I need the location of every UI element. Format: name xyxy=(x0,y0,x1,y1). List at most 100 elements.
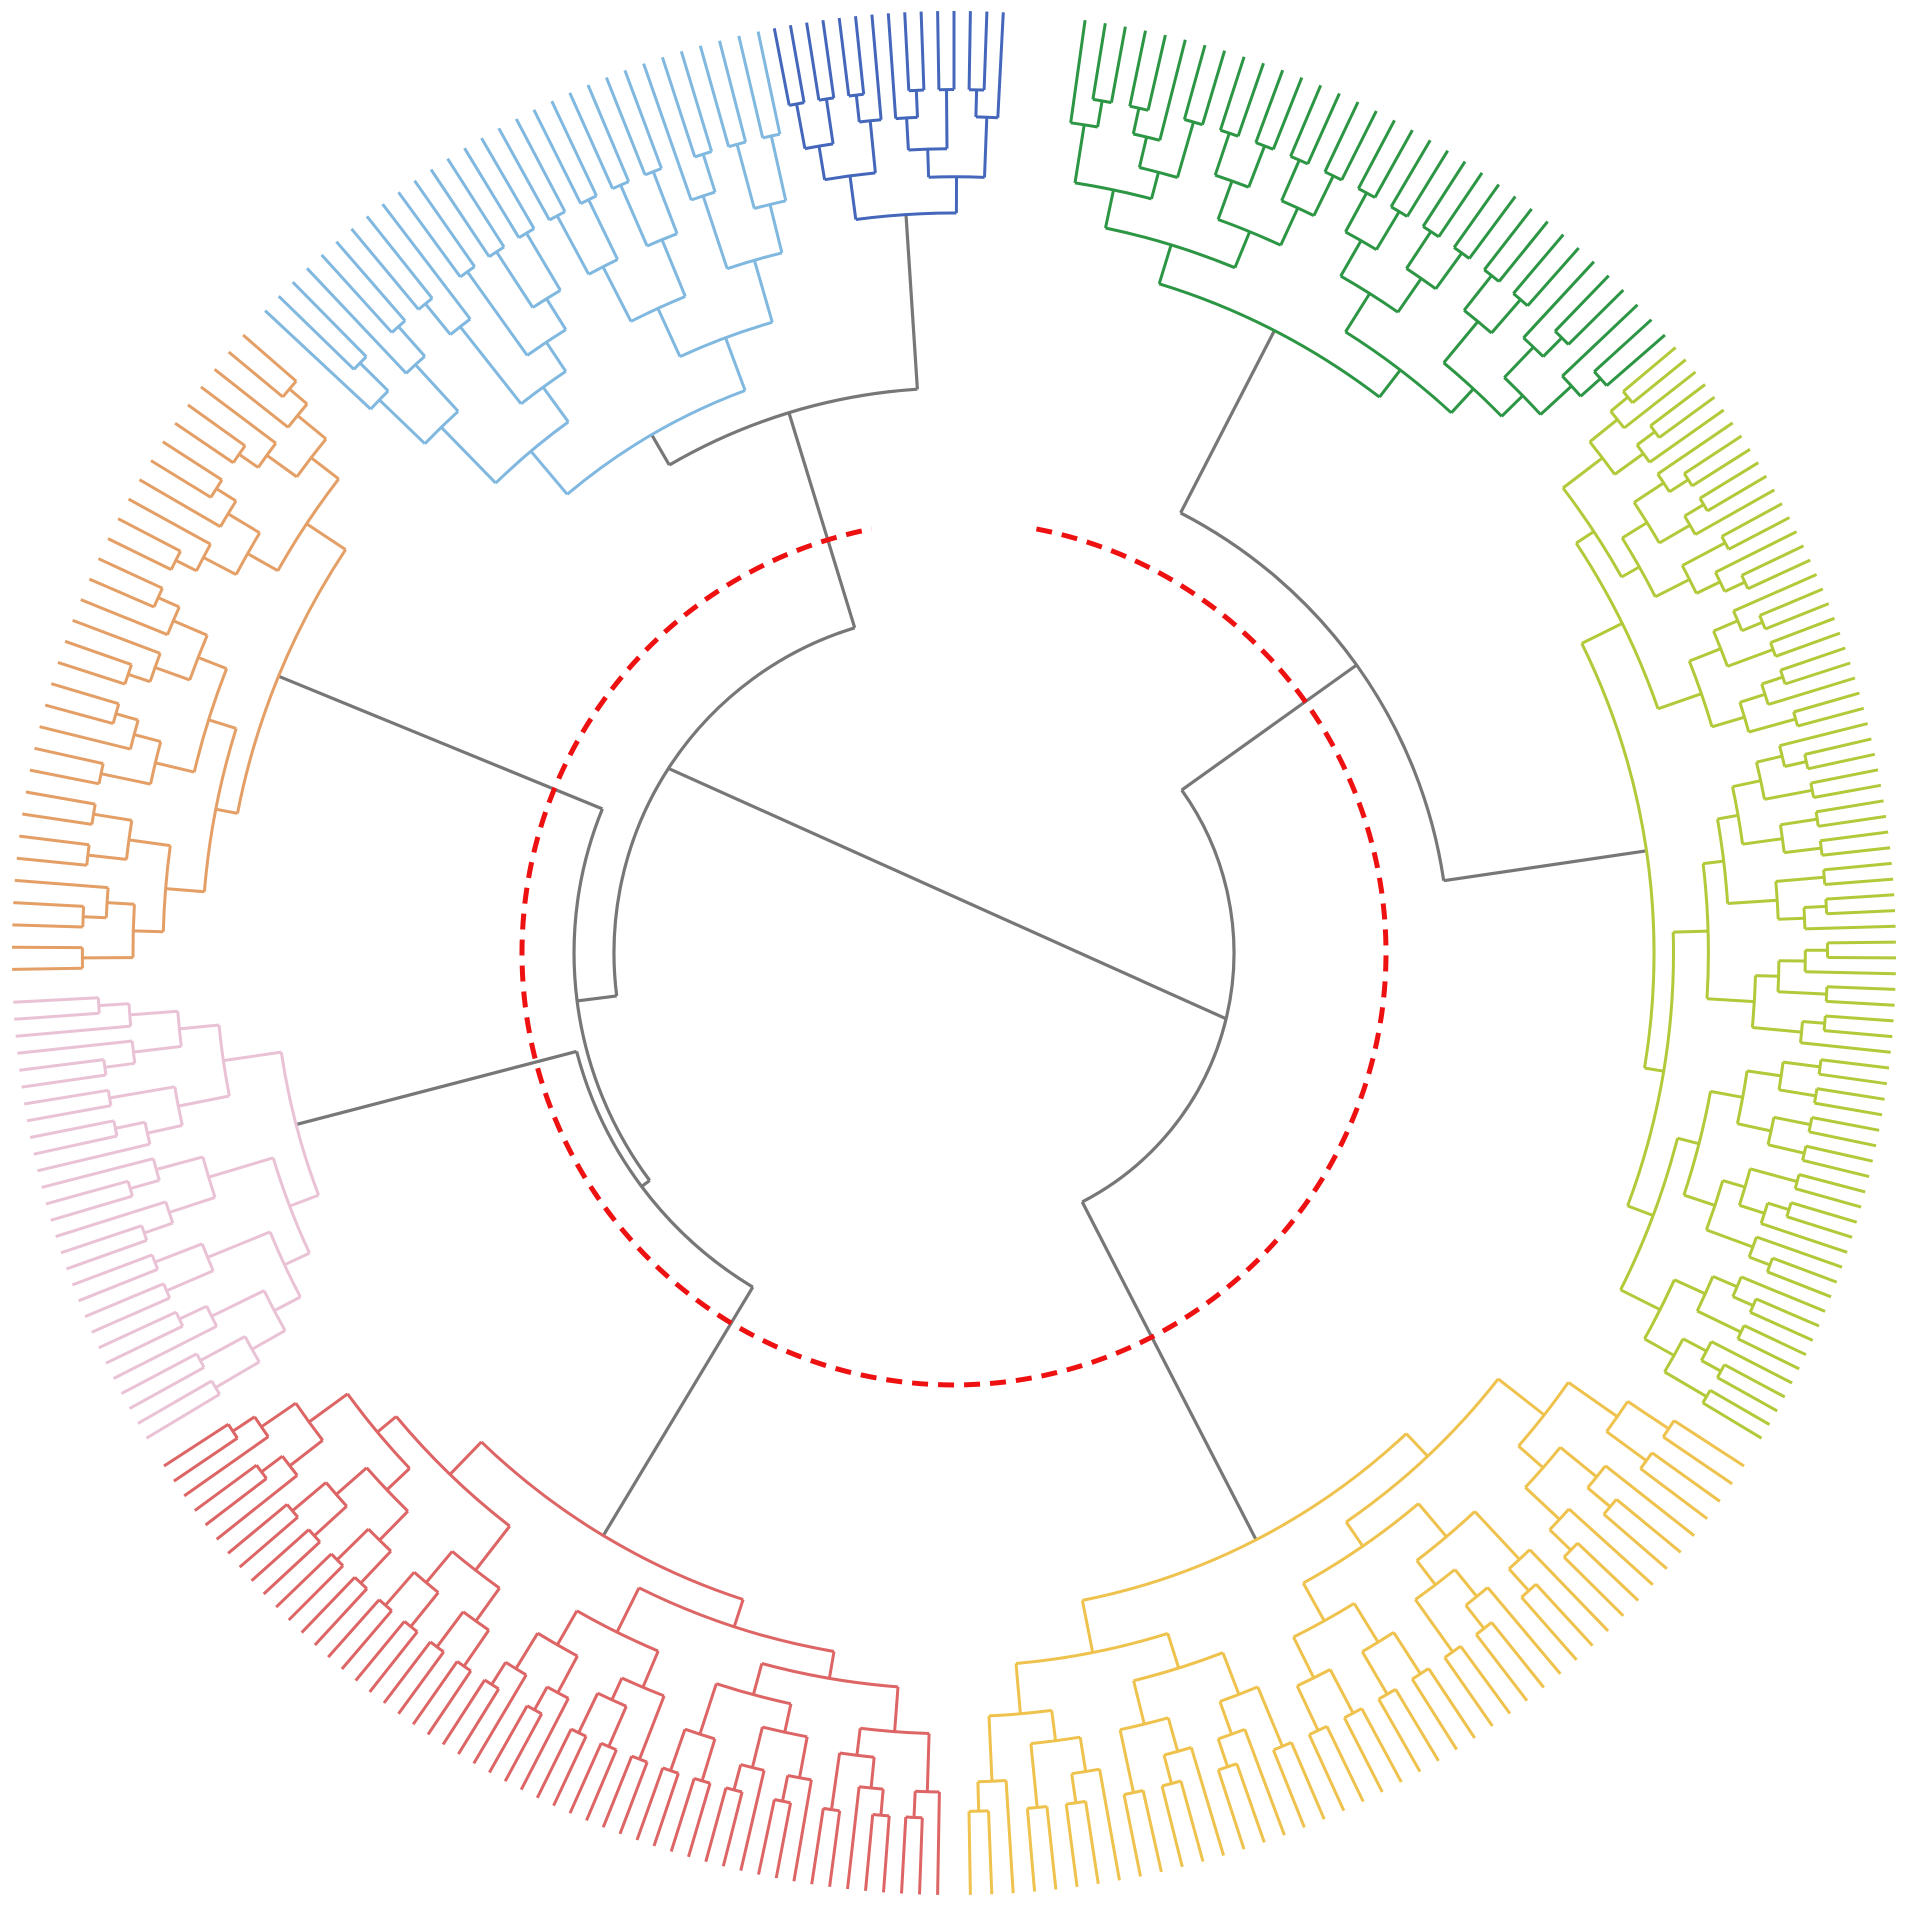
leaf-branch xyxy=(368,1630,419,1693)
cluster-branch xyxy=(545,341,568,373)
leaf-branch xyxy=(1699,461,1760,500)
cluster-branch xyxy=(1737,1122,1772,1133)
cluster-arc xyxy=(975,115,998,120)
cluster-arc xyxy=(210,1380,221,1396)
cluster-arc xyxy=(1442,361,1503,418)
cluster-arc xyxy=(192,668,228,773)
leaf-branch xyxy=(1254,69,1285,144)
cluster-branch xyxy=(1738,1203,1765,1215)
cluster-arc xyxy=(1759,1202,1770,1224)
cluster-arc xyxy=(488,245,505,258)
cluster-arc xyxy=(1776,960,1781,992)
cluster-arc xyxy=(1698,497,1709,512)
cluster-branch xyxy=(1654,578,1691,599)
cluster-branch xyxy=(545,297,568,331)
leaf-branch xyxy=(1779,722,1868,748)
cluster-branch xyxy=(1166,1632,1181,1669)
cluster-arc xyxy=(905,1815,923,1820)
cluster-arc xyxy=(1132,132,1161,142)
cluster-branch xyxy=(199,1335,246,1362)
cluster-arc xyxy=(1580,642,1656,1069)
cluster-branch xyxy=(1450,387,1475,414)
leaf-branch xyxy=(568,92,614,190)
cluster-branch xyxy=(115,712,139,722)
leaf-branch xyxy=(145,1393,221,1440)
cluster-branch xyxy=(208,718,237,730)
leaf-branch xyxy=(1562,1556,1625,1617)
cluster-branch xyxy=(914,90,919,118)
cluster-branch xyxy=(172,619,208,637)
leaf-branch xyxy=(15,1024,131,1038)
leaf-branch xyxy=(497,127,551,221)
leaf-branch xyxy=(305,267,408,375)
cluster-arc xyxy=(1133,1651,1224,1683)
cluster-branch xyxy=(1581,622,1623,645)
cluster-arc xyxy=(1015,1631,1169,1665)
cluster-branch xyxy=(1104,189,1115,229)
cluster-arc xyxy=(576,1609,659,1653)
cluster-arc xyxy=(774,1798,791,1805)
cluster-pink xyxy=(13,996,321,1440)
cluster-arc xyxy=(638,1586,835,1653)
leaf-branch xyxy=(60,1224,143,1255)
cluster-branch xyxy=(1473,1510,1521,1561)
cluster-arc xyxy=(1272,1741,1292,1752)
cluster-green xyxy=(1069,19,1666,418)
cluster-arc xyxy=(1123,1789,1144,1797)
cluster-arc xyxy=(600,1741,617,1752)
cluster-arc xyxy=(1755,761,1766,800)
leaf-branch xyxy=(204,1477,268,1527)
cluster-branch xyxy=(1726,648,1774,668)
leaf-branch xyxy=(854,16,866,95)
cluster-branch xyxy=(855,1728,862,1756)
cluster-arc xyxy=(1656,473,1671,493)
leaf-branch xyxy=(72,618,161,655)
cluster-yellow xyxy=(967,1377,1745,1895)
trunk-branch xyxy=(1080,1201,1258,1541)
cluster-arc xyxy=(295,437,328,478)
leaf-branch xyxy=(1780,646,1846,672)
leaf-branch xyxy=(967,1811,972,1895)
cluster-branch xyxy=(166,1269,214,1293)
cut-line xyxy=(519,526,1389,1388)
cluster-arc xyxy=(694,150,713,159)
cluster-branch xyxy=(1464,1604,1486,1630)
leaf-branch xyxy=(1377,1698,1422,1773)
cluster-branch xyxy=(1586,1486,1612,1508)
cluster-branch xyxy=(448,1440,483,1476)
cluster-arc xyxy=(1503,376,1542,416)
cluster-branch xyxy=(1118,1729,1135,1793)
leaf-branch xyxy=(864,1814,875,1891)
cluster-branch xyxy=(1157,244,1173,285)
cluster-arc xyxy=(1799,1021,1804,1043)
leaf-branch xyxy=(183,1435,270,1498)
leaf-branch xyxy=(441,1679,486,1746)
cluster-branch xyxy=(197,656,228,670)
cluster-arc xyxy=(1701,863,1710,999)
leaf-branch xyxy=(238,1515,299,1569)
leaf-branch xyxy=(1421,160,1467,228)
cluster-branch xyxy=(1132,1680,1146,1725)
leaf-branch xyxy=(354,1620,406,1682)
cluster-arc xyxy=(1184,118,1203,127)
cluster-arc xyxy=(1343,1707,1363,1720)
cluster-arc xyxy=(1802,907,1807,929)
cluster-arc xyxy=(1464,1586,1489,1607)
leaf-branch xyxy=(1749,1310,1814,1342)
cluster-branch xyxy=(1070,1773,1078,1804)
leaf-branch xyxy=(105,1324,184,1365)
cluster-branch xyxy=(1096,100,1104,128)
cluster-branch xyxy=(1375,210,1401,251)
cluster-branch xyxy=(1073,124,1086,184)
cluster-branch xyxy=(1609,395,1629,413)
leaf-branch xyxy=(810,1808,825,1885)
cluster-branch xyxy=(1080,1600,1095,1653)
cluster-branch xyxy=(912,1791,917,1818)
cluster-branch xyxy=(1619,1288,1661,1312)
leaf-branch xyxy=(1306,92,1341,165)
cluster-branch xyxy=(129,1009,178,1017)
cluster-arc xyxy=(1818,840,1824,856)
leaf-branch xyxy=(1561,303,1639,378)
cluster-branch xyxy=(1775,875,1825,883)
cluster-arc xyxy=(988,1708,1052,1718)
